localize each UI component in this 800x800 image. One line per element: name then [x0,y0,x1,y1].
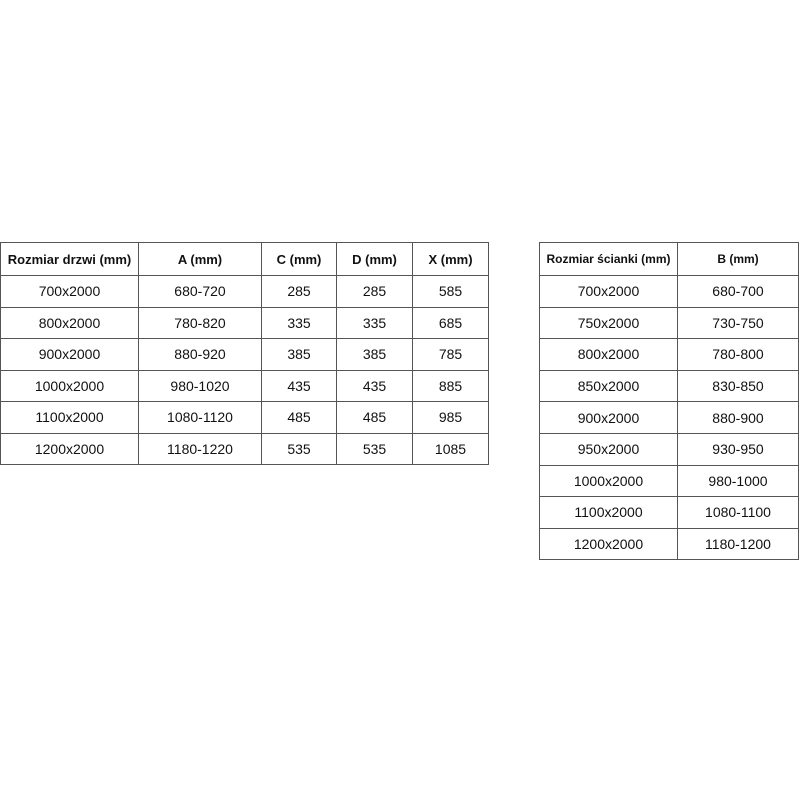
table-cell: 535 [261,432,337,465]
table-cell: 585 [412,275,489,308]
table-cell: 435 [336,369,413,402]
table-cell: 980-1000 [677,464,799,498]
table-cell: 800x2000 [539,338,678,371]
table-cell: 1100x2000 [539,496,678,529]
column-header: A (mm) [138,242,262,276]
table-cell: 1080-1120 [138,401,262,434]
table-cell: 880-900 [677,401,799,434]
column-header: D (mm) [336,242,413,276]
table-cell: 1180-1200 [677,527,799,561]
table-row: 800x2000 780-820 335 335 685 [0,306,489,339]
table-row: 900x2000 880-920 385 385 785 [0,338,489,371]
column-header: Rozmiar ścianki (mm) [539,242,678,276]
wall-size-table: Rozmiar ścianki (mm) B (mm) 700x2000 680-7… [539,242,799,561]
table-row: 1100x2000 1080-1120 485 485 985 [0,401,489,434]
table-cell: 335 [336,306,413,339]
door-size-table: Rozmiar drzwi (mm) A (mm) C (mm) D (mm) X (m… [0,242,489,465]
table-header-row: Rozmiar drzwi (mm) A (mm) C (mm) D (mm) X (m… [0,242,489,276]
table-row: 700x2000 680-720 285 285 585 [0,275,489,308]
table-cell: 930-950 [677,432,799,466]
table-cell: 1085 [412,432,489,465]
table-cell: 485 [336,401,413,434]
table-cell: 1200x2000 [0,432,139,465]
table-cell: 1100x2000 [0,401,139,434]
table-cell: 1000x2000 [0,369,139,402]
table-row: 1200x2000 1180-1220 535 535 1085 [0,432,489,465]
table-cell: 880-920 [138,338,262,371]
table-row: 1100x2000 1080-1100 [539,496,799,529]
table-cell: 900x2000 [539,401,678,434]
table-cell: 750x2000 [539,306,678,340]
table-cell: 285 [261,275,337,308]
table-cell: 535 [336,432,413,465]
table-cell: 800x2000 [0,306,139,339]
table-row: 850x2000 830-850 [539,369,799,403]
table-row: 750x2000 730-750 [539,306,799,340]
table-cell: 985 [412,401,489,434]
table-row: 1200x2000 1180-1200 [539,527,799,561]
column-header: Rozmiar drzwi (mm) [0,242,139,276]
table-cell: 785 [412,338,489,371]
table-cell: 980-1020 [138,369,262,402]
table-cell: 680-720 [138,275,262,308]
table-cell: 485 [261,401,337,434]
table-row: 950x2000 930-950 [539,432,799,466]
table-cell: 680-700 [677,275,799,308]
table-cell: 885 [412,369,489,402]
table-cell: 1200x2000 [539,527,678,561]
table-cell: 385 [336,338,413,371]
table-cell: 950x2000 [539,432,678,466]
table-cell: 685 [412,306,489,339]
table-cell: 780-800 [677,338,799,371]
table-row: 800x2000 780-800 [539,338,799,371]
table-row: 700x2000 680-700 [539,275,799,308]
table-cell: 1000x2000 [539,464,678,498]
table-cell: 700x2000 [539,275,678,308]
table-cell: 1180-1220 [138,432,262,465]
table-cell: 850x2000 [539,369,678,403]
column-header: C (mm) [261,242,337,276]
table-cell: 435 [261,369,337,402]
table-cell: 780-820 [138,306,262,339]
table-row: 900x2000 880-900 [539,401,799,434]
table-cell: 1080-1100 [677,496,799,529]
column-header: X (mm) [412,242,489,276]
table-row: 1000x2000 980-1020 435 435 885 [0,369,489,402]
table-cell: 335 [261,306,337,339]
table-cell: 730-750 [677,306,799,340]
table-header-row: Rozmiar ścianki (mm) B (mm) [539,242,799,276]
table-cell: 385 [261,338,337,371]
table-cell: 900x2000 [0,338,139,371]
table-cell: 830-850 [677,369,799,403]
table-cell: 700x2000 [0,275,139,308]
table-cell: 285 [336,275,413,308]
table-row: 1000x2000 980-1000 [539,464,799,498]
column-header: B (mm) [677,242,799,276]
